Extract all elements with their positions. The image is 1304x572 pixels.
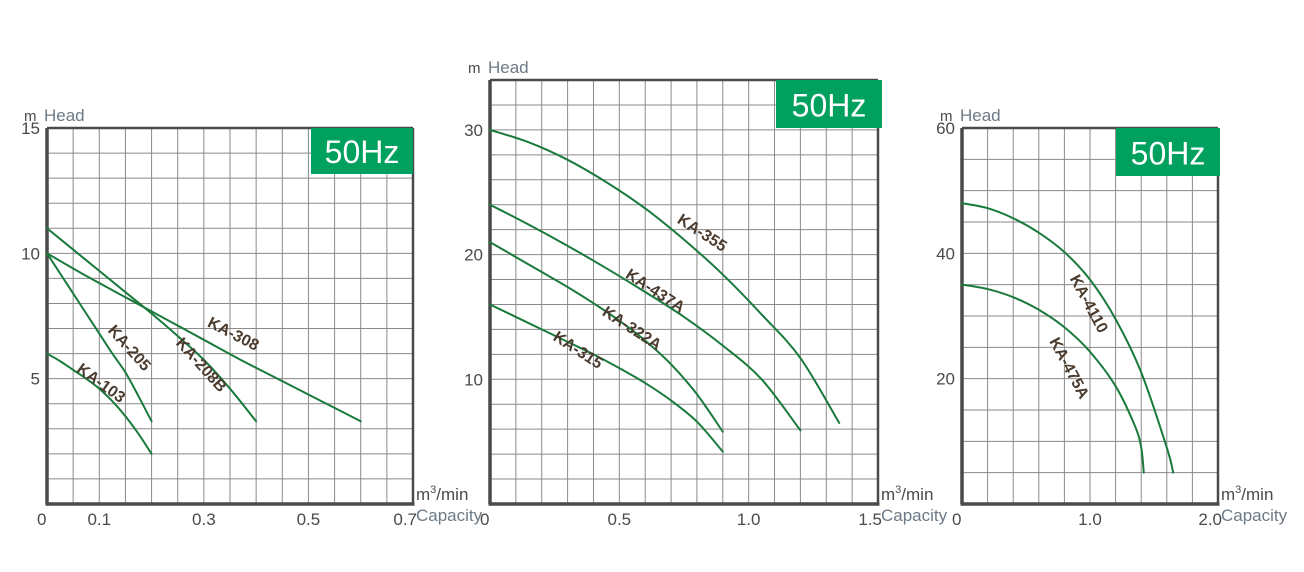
x-tick-label: 1.0: [1078, 510, 1102, 529]
y-axis-title: Head: [44, 106, 85, 125]
x-tick-label: 0.5: [608, 510, 632, 529]
x-tick-label: 0.1: [87, 510, 111, 529]
curve-label: KA-437A: [622, 266, 688, 317]
x-axis-unit-text: m3/min: [881, 484, 933, 504]
y-tick-label: 20: [936, 370, 955, 389]
curve-label: KA-4110: [1066, 272, 1111, 336]
performance-curve: [46, 227, 258, 423]
x-axis-unit-text: m3/min: [1221, 484, 1273, 504]
x-tick-label: 0.7: [393, 510, 417, 529]
frequency-badge-rect: [776, 80, 882, 128]
y-axis-title: Head: [960, 106, 1001, 125]
y-axis-unit-label: m: [24, 108, 37, 125]
performance-curve: [489, 128, 841, 424]
frequency-badge: 50Hz: [776, 80, 882, 128]
curve-label: KA-308: [205, 314, 262, 354]
panel-1-gridlines: [46, 127, 414, 505]
performance-curve: [46, 352, 153, 455]
performance-curve: [489, 203, 802, 432]
performance-curve: [46, 252, 362, 423]
frequency-badge-label: 50Hz: [1131, 135, 1206, 171]
performance-curve: [961, 283, 1145, 474]
x-axis-title: Capacity: [416, 506, 483, 525]
x-axis-unit-text: m3/min: [416, 484, 468, 504]
frequency-badge-rect: [311, 128, 413, 174]
x-tick-label: 0.5: [297, 510, 321, 529]
y-tick-label: 60: [936, 119, 955, 138]
curve-label: KA-208B: [172, 335, 229, 396]
x-tick-label: 1.5: [858, 510, 882, 529]
y-tick-label: 15: [21, 119, 40, 138]
x-tick-label: 2.0: [1198, 510, 1222, 529]
panel-3-gridlines: [961, 127, 1219, 505]
x-axis-title: Capacity: [881, 506, 948, 525]
x-axis-unit-label: m3/min: [881, 484, 933, 504]
performance-curve: [489, 303, 724, 453]
x-axis-unit-label: m3/min: [416, 484, 468, 504]
curve-label: KA-103: [73, 361, 128, 407]
y-axis-unit-label: m: [940, 108, 953, 125]
panel-2: 10 20 30 0 0.5 1.0 1.5 m Head m3/min Capacity 50Hz K…: [464, 58, 948, 529]
performance-curve: [46, 252, 153, 423]
x-tick-label: 0.3: [192, 510, 216, 529]
frequency-badge: 50Hz: [1116, 128, 1220, 176]
panel-1: 5 10 15 0 0.1 0.3 0.5 0.7 m Head m3/min Capacity 50H…: [21, 106, 483, 529]
y-tick-label: 30: [464, 121, 483, 140]
panel-2-gridlines: [489, 79, 879, 505]
curve-label: KA-205: [104, 322, 154, 374]
y-axis-unit-label: m: [468, 60, 481, 77]
panel-3: 20 40 60 0 1.0 2.0 m Head m3/min Capacity 50Hz KA-4…: [936, 106, 1288, 529]
frequency-badge-label: 50Hz: [792, 87, 867, 123]
x-axis-unit-label: m3/min: [1221, 484, 1273, 504]
y-tick-label: 40: [936, 244, 955, 263]
curve-label: KA-355: [674, 211, 730, 255]
x-tick-label: 1.0: [737, 510, 761, 529]
performance-curve: [489, 241, 724, 433]
frequency-badge-rect: [1116, 128, 1220, 176]
y-tick-label: 5: [31, 370, 40, 389]
y-axis-title: Head: [488, 58, 529, 77]
curve-label: KA-315: [550, 328, 606, 372]
y-tick-label: 20: [464, 246, 483, 265]
performance-curve: [961, 202, 1175, 474]
x-axis-title: Capacity: [1221, 506, 1288, 525]
y-tick-label: 10: [21, 244, 40, 263]
frequency-badge-label: 50Hz: [325, 134, 400, 170]
x-tick-label: 0: [952, 510, 961, 529]
frequency-badge: 50Hz: [311, 128, 413, 174]
x-tick-label: 0: [37, 510, 46, 529]
x-tick-label: 0: [480, 510, 489, 529]
y-tick-label: 10: [464, 370, 483, 389]
